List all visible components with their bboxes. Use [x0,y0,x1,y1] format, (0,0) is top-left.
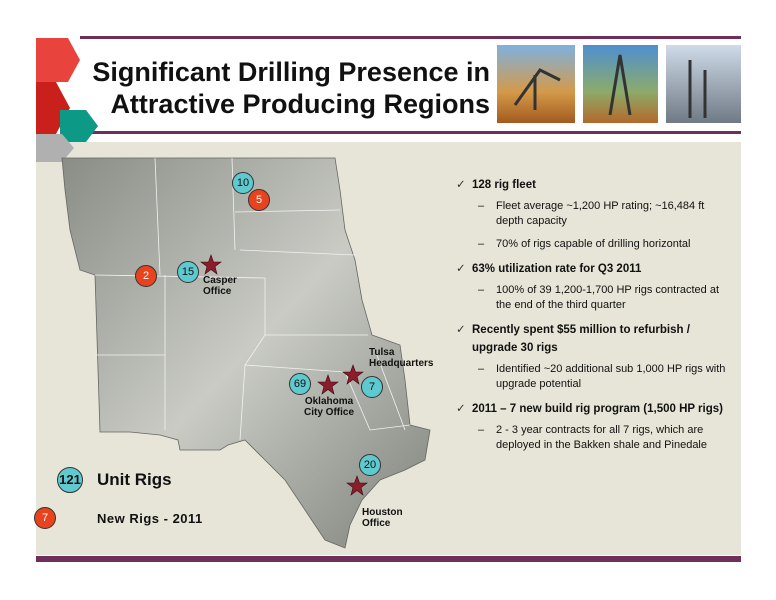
office-label: Tulsa Headquarters [369,347,433,369]
office-label-line: Houston [362,507,403,518]
rig-marker: 7 [361,376,383,398]
legend-label: New Rigs - 2011 [97,511,203,526]
office-stars [200,254,368,496]
rig-marker: 5 [248,189,270,211]
bullet: Recently spent $55 million to refurbish … [456,321,726,357]
rig-marker: 15 [177,261,199,283]
bullet: 2011 – 7 new build rig program (1,500 HP… [456,400,726,418]
office-label: Casper Office [203,275,237,297]
title-line: Significant Drilling Presence in [92,57,490,87]
bottom-rule [36,556,741,562]
office-label-line: Tulsa [369,347,395,358]
office-label: Houston Office [362,507,403,529]
map-region [61,157,431,549]
sub-bullet: 2 - 3 year contracts for all 7 rigs, whi… [456,423,726,453]
office-label-line: Office [362,518,391,529]
top-rule [80,36,741,39]
rig-marker: 20 [359,454,381,476]
rig-marker: 10 [232,172,254,194]
slide-title: Significant Drilling Presence in Attract… [90,56,490,120]
bullet: 63% utilization rate for Q3 2011 [456,260,726,278]
deco-arrow [36,134,74,162]
office-label-line: Oklahoma [304,396,354,407]
bullet: 128 rig fleet [456,176,726,194]
sub-bullet: Fleet average ~1,200 HP rating; ~16,484 … [456,199,726,229]
office-label-line: Office [203,286,232,297]
office-label-line: City Office [304,407,355,418]
legend-badge: 121 [57,467,83,493]
rig-marker: 2 [135,265,157,287]
office-label-line: Headquarters [369,358,434,369]
sub-bullet: 100% of 39 1,200-1,700 HP rigs contracte… [456,283,726,313]
header-rule [80,131,741,134]
deco-arrow [36,38,80,82]
title-line: Attractive Producing Regions [110,89,490,119]
bullet-list: 128 rig fleet Fleet average ~1,200 HP rat… [456,176,726,461]
sub-bullet: Identified ~20 additional sub 1,000 HP r… [456,362,726,392]
office-label-line: Casper [203,275,237,286]
legend-badge: 7 [34,507,56,529]
sub-bullet: 70% of rigs capable of drilling horizont… [456,237,726,252]
office-label: Oklahoma City Office [304,396,354,418]
photo-detail [513,54,707,118]
deco-arrow [60,110,98,142]
legend-label: Unit Rigs [97,470,172,489]
rig-marker: 69 [289,373,311,395]
